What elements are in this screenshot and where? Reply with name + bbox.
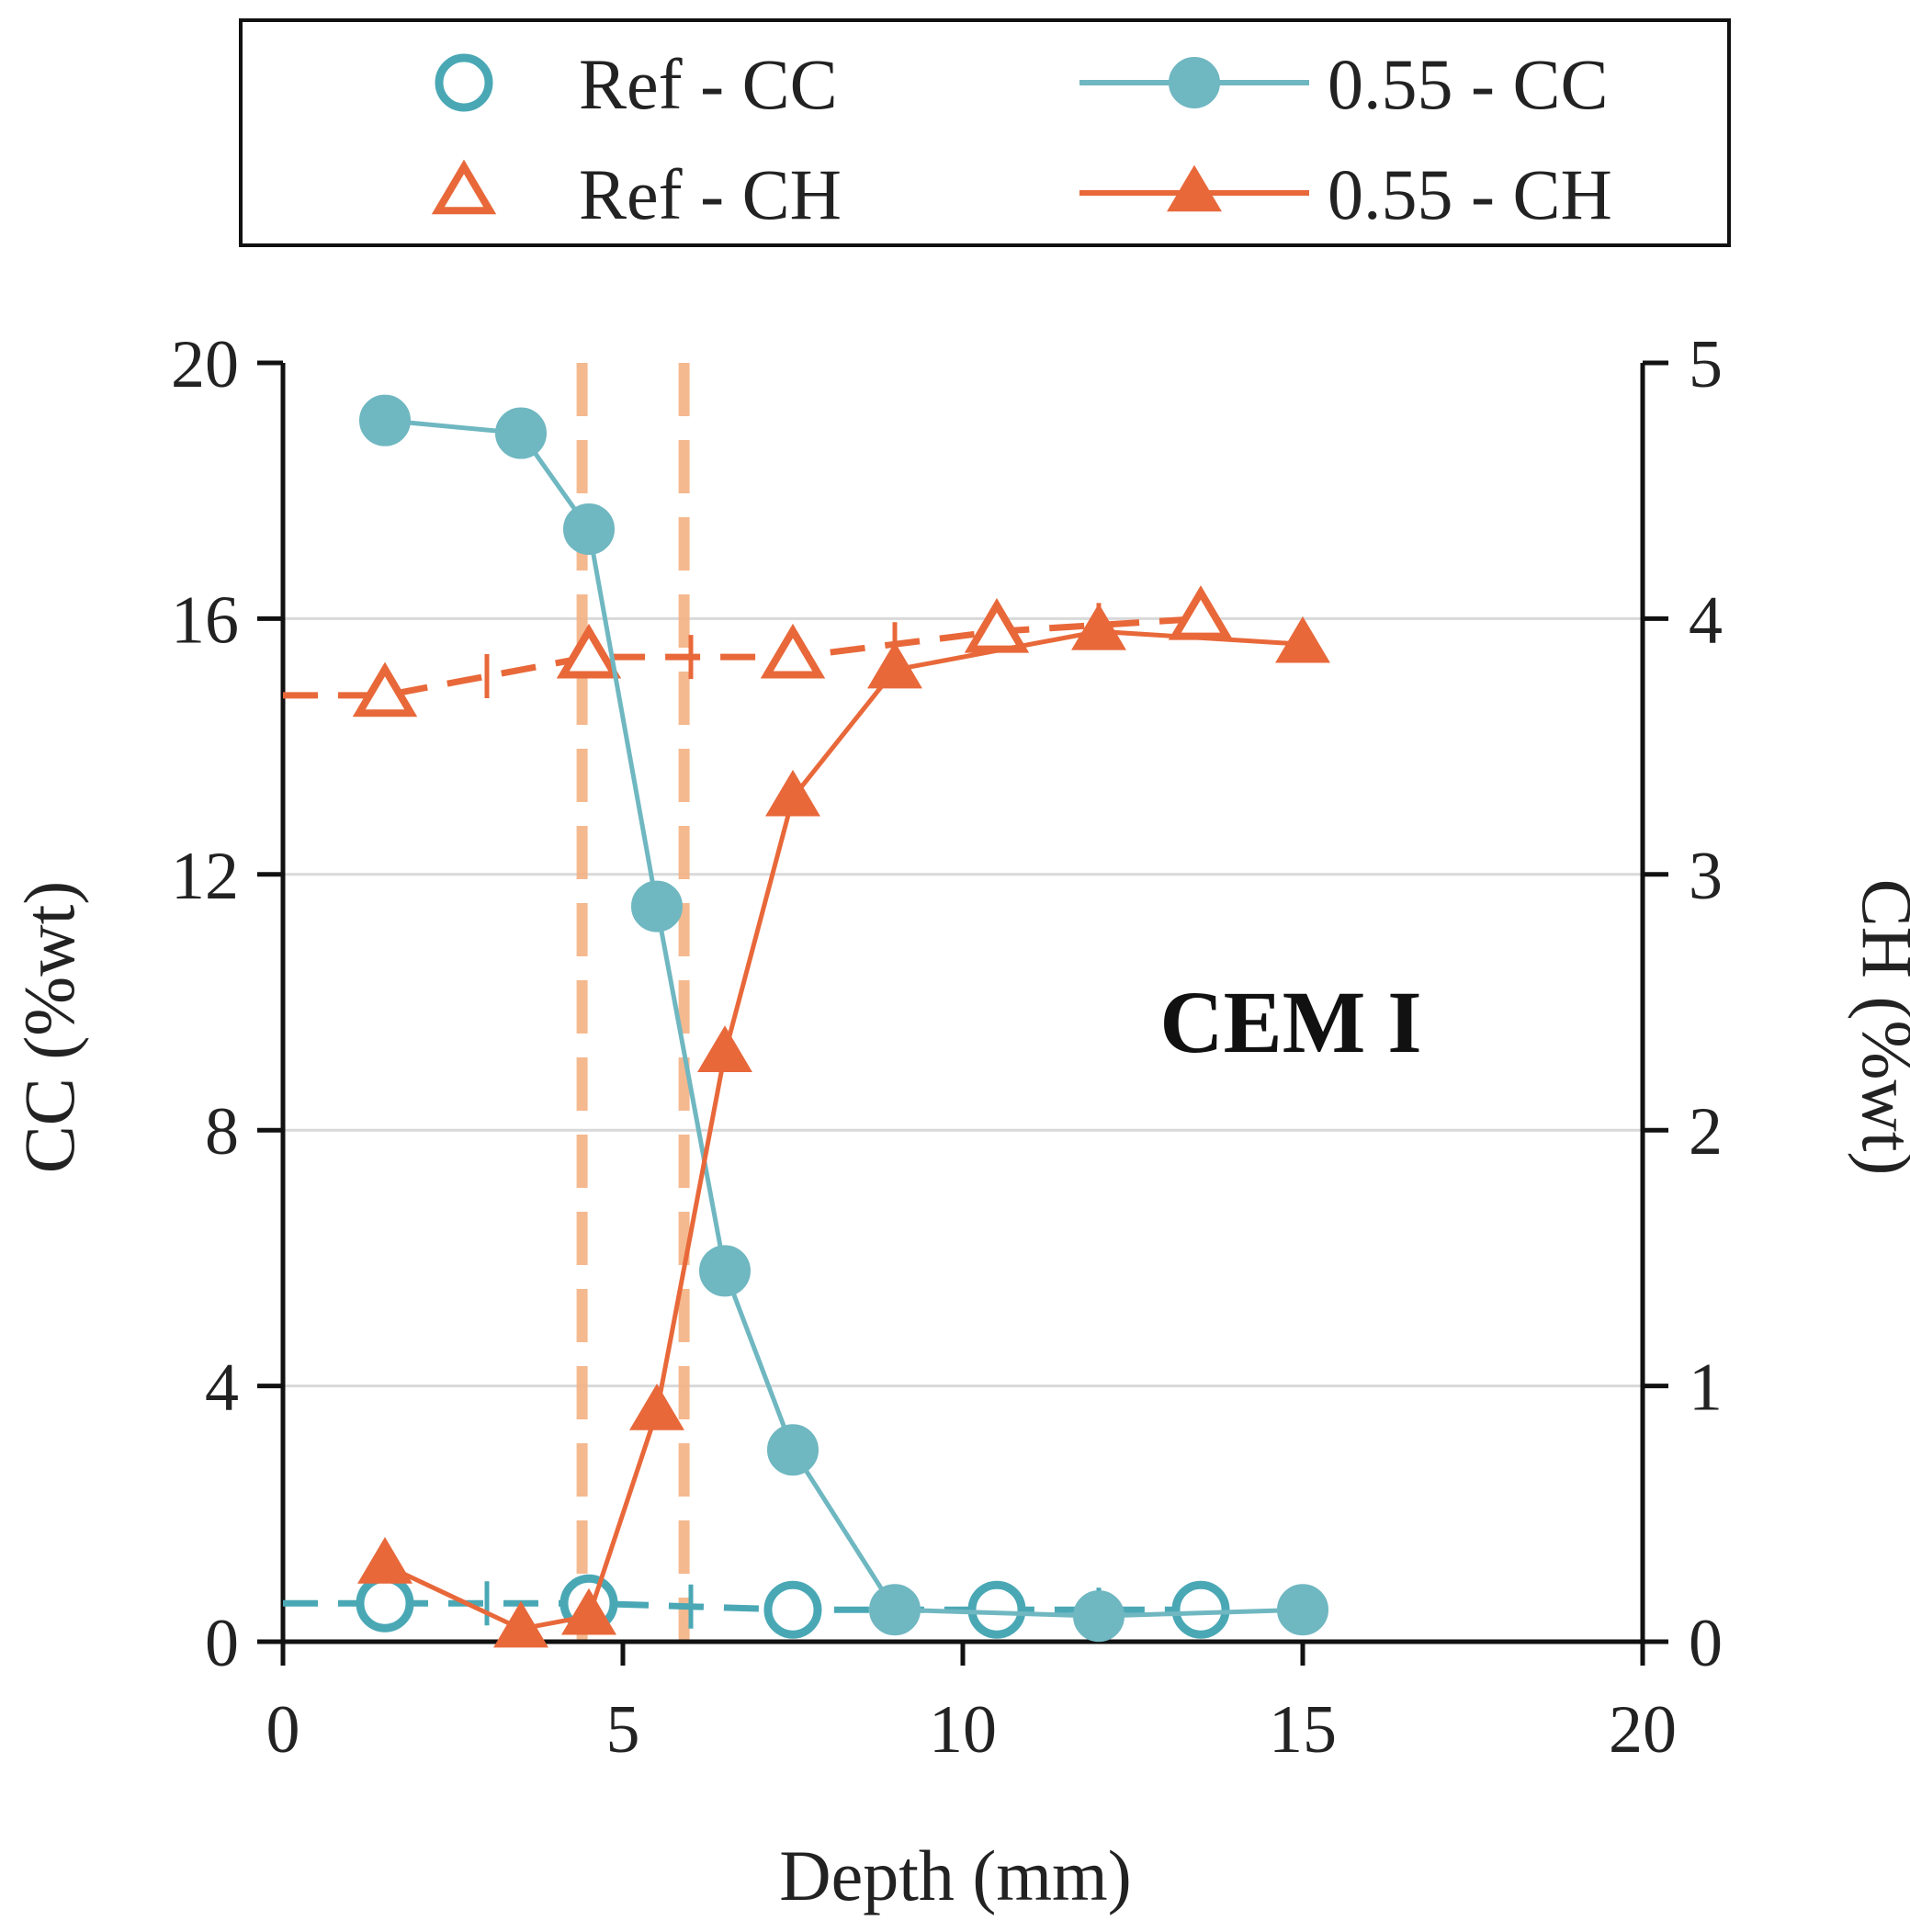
x-axis-title: Depth (mm) <box>779 1836 1131 1915</box>
series-group <box>283 394 1330 1648</box>
legend-marker <box>1169 57 1220 108</box>
legend-label: Ref - CH <box>579 154 842 234</box>
y-tick-label: 8 <box>205 1094 239 1169</box>
data-point <box>765 769 820 817</box>
data-point <box>869 1584 921 1636</box>
series-0-55-ch <box>357 603 1330 1648</box>
y2-tick-label: 0 <box>1689 1606 1723 1681</box>
data-point <box>629 1384 684 1430</box>
y-tick-label: 16 <box>171 582 239 658</box>
y2-tick-label: 4 <box>1689 582 1723 658</box>
chart-annotation: CEM I <box>1159 973 1421 1071</box>
data-point <box>357 1537 413 1584</box>
data-point <box>967 1580 1026 1639</box>
legend-label: 0.55 - CH <box>1328 154 1612 234</box>
data-point <box>699 1245 751 1297</box>
x-tick-label: 20 <box>1609 1692 1677 1768</box>
data-point <box>493 1600 548 1648</box>
data-point <box>760 623 826 679</box>
y-axis-title: CC (%wt) <box>9 881 89 1173</box>
legend-item: 0.55 - CC <box>1079 44 1609 124</box>
legend: Ref - CC Ref - CH 0.55 - CC 0.55 - CH <box>239 18 1731 247</box>
series-line <box>283 1599 1201 1613</box>
series-line <box>283 615 1202 699</box>
data-point <box>1277 1584 1328 1636</box>
y-tick-label: 4 <box>205 1350 239 1426</box>
data-point <box>767 1424 819 1476</box>
legend-label: 0.55 - CC <box>1328 44 1609 124</box>
legend-label: Ref - CC <box>579 44 838 124</box>
data-point <box>1071 603 1126 650</box>
data-point <box>1168 585 1234 640</box>
y2-tick-label: 1 <box>1689 1350 1723 1426</box>
data-point <box>561 1587 616 1635</box>
data-point <box>352 661 418 717</box>
series-ref-ch <box>283 585 1234 717</box>
y2-tick-label: 3 <box>1689 839 1723 914</box>
y-tick-label: 20 <box>171 327 239 402</box>
gridlines <box>283 616 1643 1388</box>
y-tick-label: 0 <box>205 1606 239 1681</box>
x-tick-label: 0 <box>266 1692 300 1768</box>
y2-tick-label: 5 <box>1689 327 1723 402</box>
legend-marker <box>435 53 493 112</box>
data-point <box>1275 616 1330 663</box>
data-point <box>697 1025 752 1072</box>
vertical-markers <box>576 363 690 1642</box>
data-point <box>631 880 683 932</box>
data-point <box>356 1574 414 1633</box>
data-point <box>763 1580 822 1639</box>
legend-item: Ref - CC <box>435 44 838 124</box>
data-point <box>495 407 547 459</box>
legend-marker <box>1167 164 1222 212</box>
y-tick-label: 12 <box>171 839 239 914</box>
y2-axis-title: CH (%wt) <box>1848 879 1910 1176</box>
legend-marker <box>431 159 497 215</box>
data-point <box>556 623 622 679</box>
x-tick-label: 10 <box>929 1692 997 1768</box>
series-0-55-cc <box>359 394 1328 1643</box>
data-point <box>867 641 922 689</box>
legend-item: Ref - CH <box>431 154 842 234</box>
x-tick-label: 5 <box>606 1692 640 1768</box>
x-tick-label: 15 <box>1269 1692 1337 1768</box>
data-point <box>1073 1590 1125 1643</box>
axes <box>257 360 1668 1666</box>
legend-item: 0.55 - CH <box>1079 154 1612 234</box>
data-point <box>563 503 615 555</box>
y2-tick-label: 2 <box>1689 1094 1723 1169</box>
data-point <box>1171 1580 1230 1639</box>
data-point <box>359 394 411 446</box>
